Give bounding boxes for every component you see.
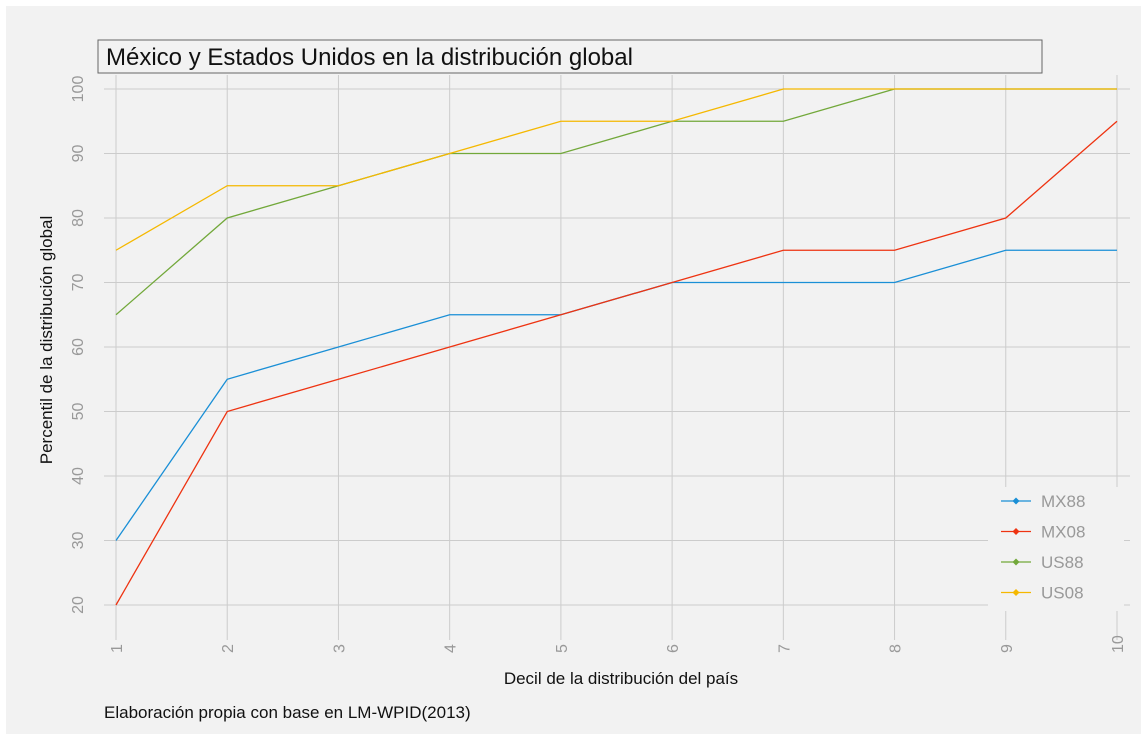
series-mx08 xyxy=(115,120,1118,606)
series-line xyxy=(115,88,1117,251)
legend-label: MX08 xyxy=(1041,523,1085,542)
grid xyxy=(104,75,1130,640)
y-tick-label: 30 xyxy=(70,532,87,550)
legend-swatch-marker xyxy=(1012,497,1020,505)
chart-caption: Elaboración propia con base en LM-WPID(2… xyxy=(104,703,471,722)
x-tick-label: 2 xyxy=(220,644,237,653)
y-axis-label: Percentil de la distribución global xyxy=(37,216,56,465)
title-box xyxy=(97,39,1043,74)
y-tick-label: 90 xyxy=(70,145,87,163)
chart-background xyxy=(6,6,1141,734)
y-tick-label: 20 xyxy=(70,596,87,614)
legend-item: MX08 xyxy=(1001,523,1085,542)
x-tick-label: 1 xyxy=(109,644,126,653)
y-tick-label: 70 xyxy=(70,274,87,292)
x-tick-label: 10 xyxy=(1110,635,1127,653)
y-tick-label: 60 xyxy=(70,338,87,356)
x-axis-ticks: 1 2 3 4 5 6 7 8 9 10 xyxy=(109,635,1127,653)
legend-swatch-marker xyxy=(1012,528,1020,535)
x-tick-label: 8 xyxy=(888,644,905,653)
legend-item: MX88 xyxy=(1001,492,1085,511)
legend: MX88 MX08 US88 US08 xyxy=(988,487,1124,611)
series-us08 xyxy=(115,88,1117,251)
x-tick-label: 5 xyxy=(554,644,571,653)
y-tick-label: 100 xyxy=(70,76,87,103)
legend-label: US08 xyxy=(1041,584,1084,603)
legend-label: US88 xyxy=(1041,553,1084,572)
legend-swatch-marker xyxy=(1012,558,1020,566)
y-axis-ticks: 20 30 40 50 60 70 80 90 100 xyxy=(70,76,87,614)
x-tick-label: 7 xyxy=(776,644,793,653)
legend-item: US88 xyxy=(1001,553,1084,572)
x-tick-label: 4 xyxy=(443,644,460,653)
series-line xyxy=(115,120,1118,606)
x-tick-label: 6 xyxy=(665,644,682,653)
legend-item: US08 xyxy=(1001,584,1084,603)
y-tick-label: 40 xyxy=(70,467,87,485)
series-layer xyxy=(115,88,1118,606)
legend-label: MX88 xyxy=(1041,492,1085,511)
x-tick-label: 3 xyxy=(331,644,348,653)
legend-swatch-marker xyxy=(1012,589,1020,596)
x-tick-label: 9 xyxy=(999,644,1016,653)
chart-title: México y Estados Unidos en la distribuci… xyxy=(106,44,633,71)
y-tick-label: 50 xyxy=(70,403,87,421)
legend-box xyxy=(988,487,1124,611)
x-axis-label: Decil de la distribución del país xyxy=(504,669,738,688)
y-tick-label: 80 xyxy=(70,209,87,227)
